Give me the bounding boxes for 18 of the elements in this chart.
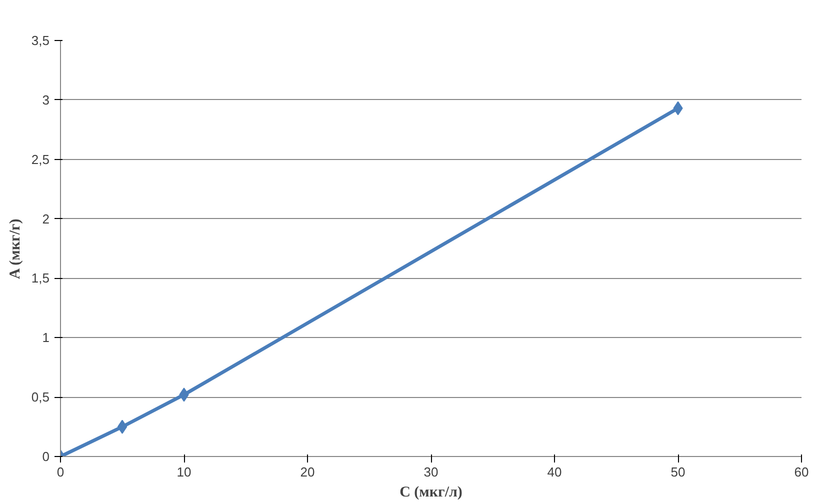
x-tick-label: 30 — [424, 464, 438, 480]
x-tick-label: 10 — [176, 464, 192, 480]
x-axis-title: C (мкг/л) — [400, 484, 462, 500]
y-axis-title: A (мкг/г) — [7, 218, 24, 280]
x-tick-label: 40 — [547, 464, 562, 480]
x-tick-label: 0 — [56, 464, 64, 480]
x-tick-label: 20 — [300, 464, 315, 480]
x-tick-label: 60 — [794, 464, 809, 480]
y-tick-label: 2,5 — [31, 152, 50, 167]
y-tick-label: 3 — [42, 92, 50, 108]
y-tick-label: 0 — [42, 449, 50, 464]
y-tick-label: 0,5 — [31, 390, 50, 405]
y-tick-label: 1,5 — [31, 270, 50, 286]
x-tick-label: 50 — [670, 464, 686, 480]
y-tick-label: 2 — [42, 211, 50, 226]
point — [117, 420, 128, 434]
y-tick-label: 3,5 — [31, 33, 50, 48]
y-tick-label: 1 — [42, 330, 50, 346]
